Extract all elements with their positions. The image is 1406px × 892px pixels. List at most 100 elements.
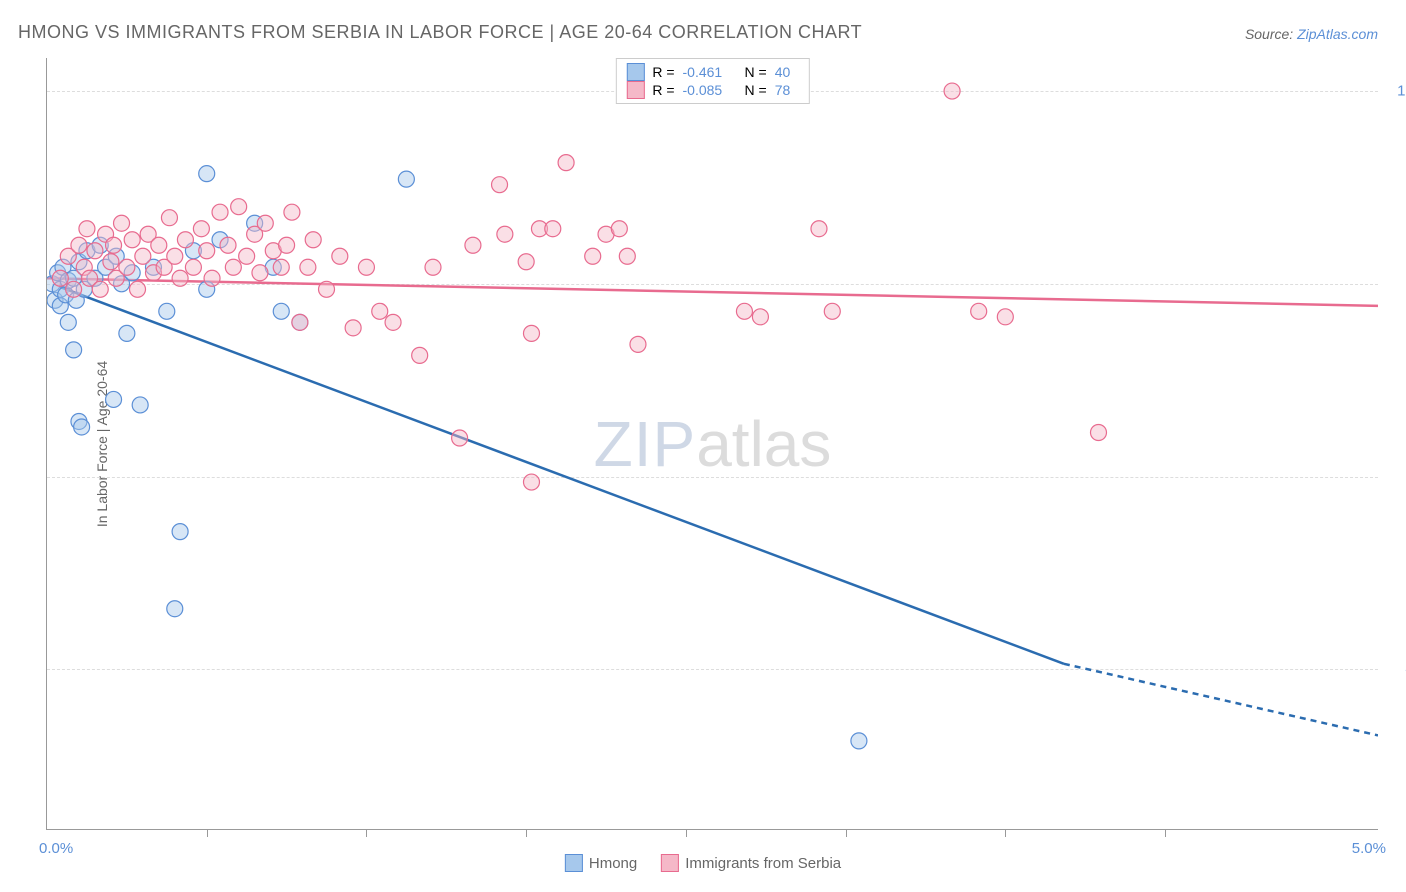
hmong-point — [66, 342, 82, 358]
serbia-point — [465, 237, 481, 253]
serbia-point — [345, 320, 361, 336]
legend-n-value: 40 — [775, 64, 799, 80]
serbia-point — [630, 336, 646, 352]
legend-n-label: N = — [745, 64, 767, 80]
serbia-point — [824, 303, 840, 319]
hmong-point — [119, 325, 135, 341]
serbia-point — [736, 303, 752, 319]
hmong-point — [167, 601, 183, 617]
legend-r-value: -0.461 — [683, 64, 737, 80]
serbia-point — [114, 215, 130, 231]
serbia-point — [971, 303, 987, 319]
serbia-point — [167, 248, 183, 264]
xtick — [526, 829, 527, 837]
serbia-point — [119, 259, 135, 275]
serbia-point — [225, 259, 241, 275]
legend-row: R = -0.085 N = 78 — [626, 81, 798, 99]
serbia-point — [279, 237, 295, 253]
hmong-point — [132, 397, 148, 413]
hmong-point — [398, 171, 414, 187]
serbia-point — [523, 474, 539, 490]
xlim-right: 5.0% — [1352, 840, 1386, 857]
serbia-point — [558, 155, 574, 171]
serbia-point — [944, 83, 960, 99]
serbia-point — [212, 204, 228, 220]
serbia-point — [372, 303, 388, 319]
legend-n-label: N = — [745, 82, 767, 98]
serbia-point — [332, 248, 348, 264]
serbia-point — [151, 237, 167, 253]
legend-label: Immigrants from Serbia — [685, 855, 841, 872]
xtick — [207, 829, 208, 837]
hmong-point — [172, 524, 188, 540]
legend-series: Hmong Immigrants from Serbia — [565, 854, 841, 872]
legend-swatch-icon — [565, 854, 583, 872]
serbia-point — [305, 232, 321, 248]
legend-item: Hmong — [565, 854, 637, 872]
legend-r-label: R = — [652, 82, 674, 98]
serbia-point — [172, 270, 188, 286]
legend-n-value: 78 — [775, 82, 799, 98]
source-name: ZipAtlas.com — [1297, 26, 1378, 42]
serbia-point — [497, 226, 513, 242]
legend-swatch-icon — [626, 63, 644, 81]
serbia-point — [300, 259, 316, 275]
serbia-point — [492, 177, 508, 193]
hmong-point — [273, 303, 289, 319]
serbia-point — [518, 254, 534, 270]
serbia-point — [87, 243, 103, 259]
legend-item: Immigrants from Serbia — [661, 854, 841, 872]
serbia-point — [220, 237, 236, 253]
serbia-point — [752, 309, 768, 325]
serbia-point — [124, 232, 140, 248]
xtick — [686, 829, 687, 837]
serbia-point — [523, 325, 539, 341]
serbia-point — [130, 281, 146, 297]
ytick-label: 100.0% — [1397, 83, 1406, 100]
legend-row: R = -0.461 N = 40 — [626, 63, 798, 81]
serbia-point — [385, 314, 401, 330]
serbia-point — [412, 347, 428, 363]
legend-swatch-icon — [626, 81, 644, 99]
serbia-point — [135, 248, 151, 264]
serbia-point — [199, 243, 215, 259]
legend-correlation: R = -0.461 N = 40 R = -0.085 N = 78 — [615, 58, 809, 104]
serbia-point — [177, 232, 193, 248]
serbia-point — [185, 259, 201, 275]
serbia-point — [103, 254, 119, 270]
serbia-point — [204, 270, 220, 286]
serbia-point — [292, 314, 308, 330]
hmong-point — [106, 391, 122, 407]
serbia-point — [358, 259, 374, 275]
serbia-point — [425, 259, 441, 275]
serbia-point — [545, 221, 561, 237]
xlim-left: 0.0% — [39, 840, 73, 857]
serbia-point — [273, 259, 289, 275]
xtick — [846, 829, 847, 837]
serbia-point — [585, 248, 601, 264]
hmong-point — [74, 419, 90, 435]
legend-label: Hmong — [589, 855, 637, 872]
chart-container: HMONG VS IMMIGRANTS FROM SERBIA IN LABOR… — [0, 0, 1406, 892]
serbia-point — [997, 309, 1013, 325]
serbia-point — [92, 281, 108, 297]
serbia-point — [66, 281, 82, 297]
xtick — [366, 829, 367, 837]
serbia-point — [452, 430, 468, 446]
serbia-point — [811, 221, 827, 237]
chart-source: Source: ZipAtlas.com — [1245, 26, 1378, 42]
serbia-point — [193, 221, 209, 237]
serbia-point — [52, 270, 68, 286]
serbia-point — [619, 248, 635, 264]
serbia-point — [161, 210, 177, 226]
scatter-points — [47, 58, 1378, 829]
hmong-point — [60, 314, 76, 330]
legend-r-label: R = — [652, 64, 674, 80]
chart-plot-area: In Labor Force | Age 20-64 47.5%65.0%82.… — [46, 58, 1378, 830]
serbia-point — [252, 265, 268, 281]
legend-swatch-icon — [661, 854, 679, 872]
xtick — [1005, 829, 1006, 837]
serbia-point — [284, 204, 300, 220]
serbia-point — [231, 199, 247, 215]
serbia-point — [257, 215, 273, 231]
